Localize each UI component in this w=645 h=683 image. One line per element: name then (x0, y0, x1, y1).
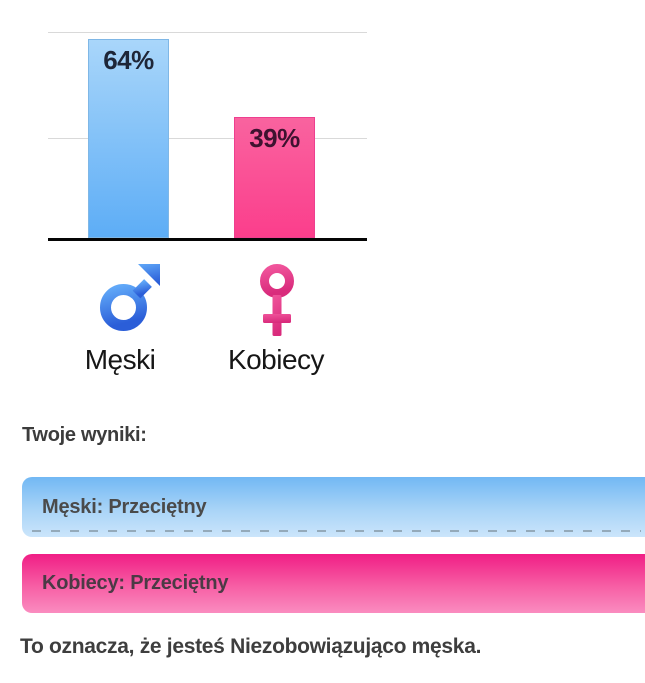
legend-label-female: Kobiecy (227, 344, 325, 375)
gridline-upper (48, 32, 367, 33)
result-bar-male: Męski: Przeciętny (22, 477, 645, 537)
result-female-text: Kobiecy: Przeciętny (42, 572, 229, 594)
dashed-divider (32, 530, 641, 532)
bar-male-value-label: 64% (103, 45, 154, 75)
bar-female: 39% (234, 117, 315, 238)
results-heading: Twoje wyniki: (22, 424, 147, 446)
conclusion-text: To oznacza, że jesteś Niezobowiązująco m… (20, 635, 482, 658)
male-symbol-icon (100, 260, 164, 332)
female-symbol-icon (257, 264, 297, 338)
result-male-text: Męski: Przeciętny (42, 495, 207, 518)
result-bar-female: Kobiecy: Przeciętny (22, 554, 645, 613)
gridline-lower (48, 138, 367, 139)
bar-male: 64% (88, 39, 169, 238)
x-axis-baseline (48, 238, 367, 241)
bar-female-value-label: 39% (249, 123, 300, 153)
legend-label-male: Męski (84, 344, 156, 375)
bar-chart: 64% 39% (48, 0, 367, 241)
